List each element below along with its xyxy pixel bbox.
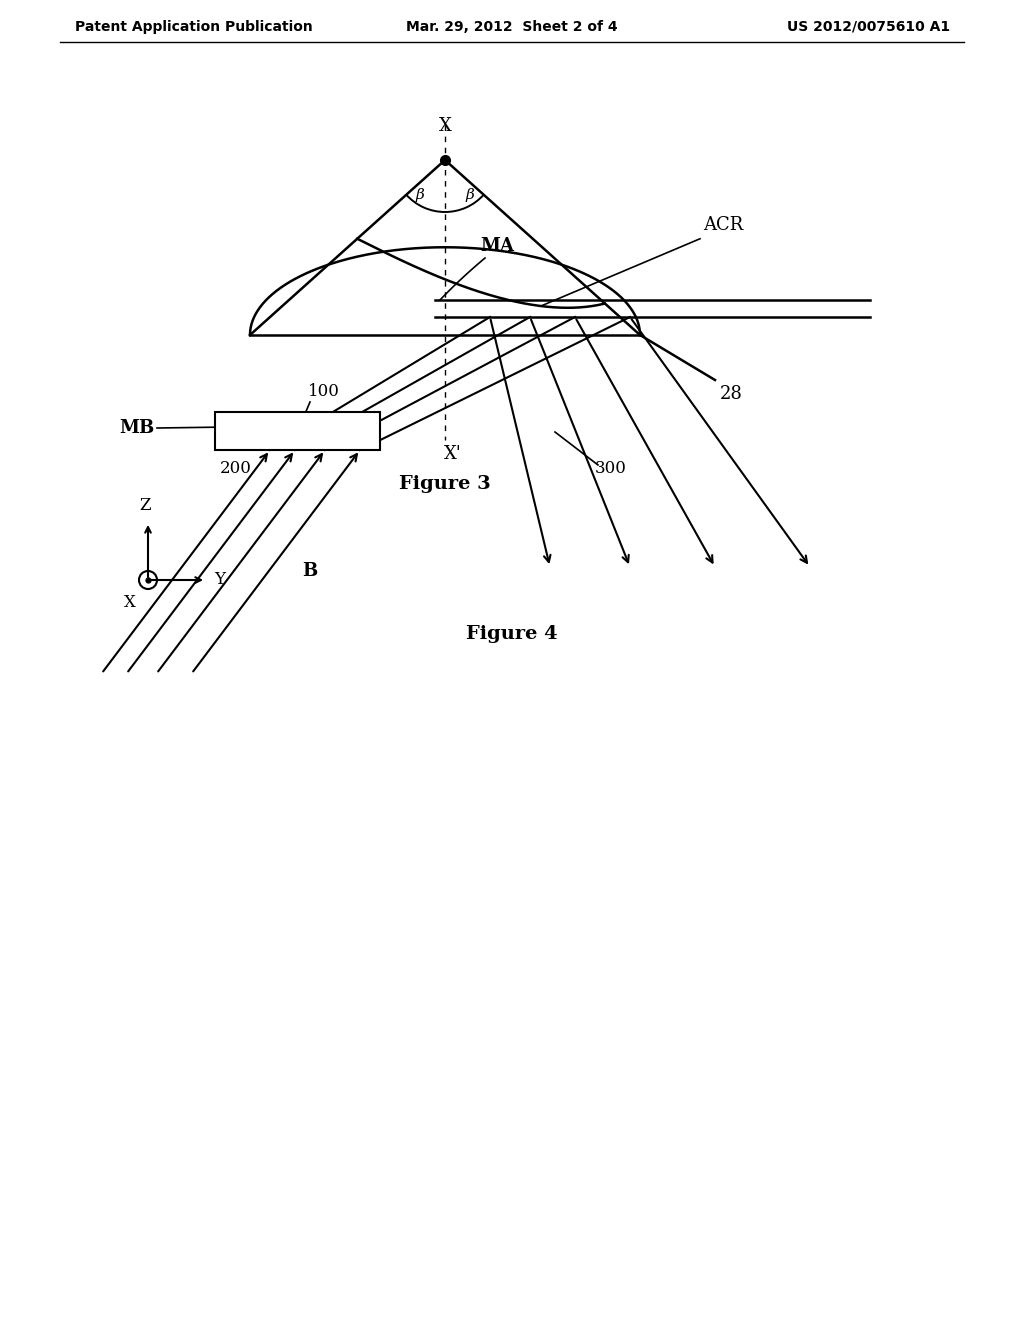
Text: β: β xyxy=(416,187,424,202)
Text: 28: 28 xyxy=(720,385,742,403)
Text: Z: Z xyxy=(139,498,151,513)
Bar xyxy=(215,412,380,450)
Text: B: B xyxy=(302,562,317,579)
Text: MB: MB xyxy=(120,418,155,437)
Text: 300: 300 xyxy=(595,459,627,477)
Text: MA: MA xyxy=(480,238,514,255)
Text: X: X xyxy=(124,594,136,611)
Text: X: X xyxy=(438,117,452,135)
Text: Figure 3: Figure 3 xyxy=(399,475,490,492)
Text: β: β xyxy=(466,187,474,202)
Text: 100: 100 xyxy=(308,383,340,400)
Text: 200: 200 xyxy=(220,459,252,477)
Text: Patent Application Publication: Patent Application Publication xyxy=(75,20,312,34)
Text: Y: Y xyxy=(214,572,225,589)
Text: X': X' xyxy=(444,445,462,463)
Text: US 2012/0075610 A1: US 2012/0075610 A1 xyxy=(786,20,950,34)
Text: Figure 4: Figure 4 xyxy=(466,624,558,643)
Text: ACR: ACR xyxy=(703,215,743,234)
Text: Mar. 29, 2012  Sheet 2 of 4: Mar. 29, 2012 Sheet 2 of 4 xyxy=(407,20,617,34)
